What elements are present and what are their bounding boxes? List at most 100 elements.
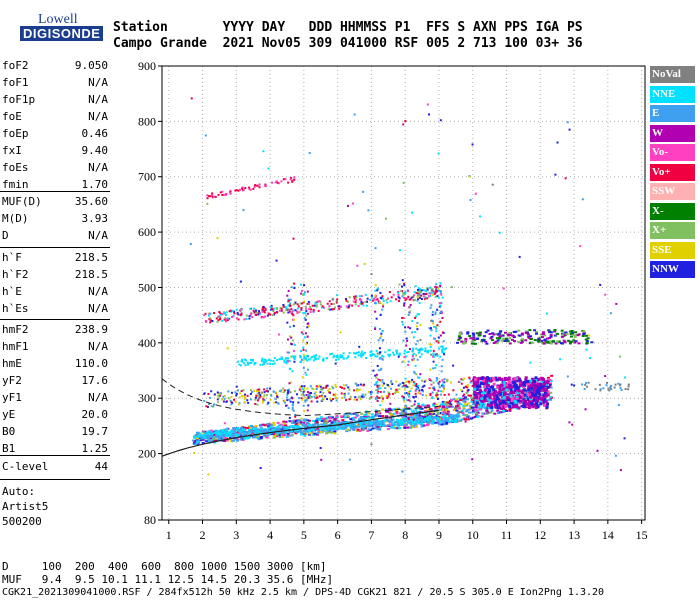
echo-point <box>272 360 275 363</box>
echo-point <box>308 430 312 433</box>
echo-point <box>524 378 528 382</box>
echo-point <box>429 414 433 417</box>
echo-point <box>253 434 257 437</box>
x-tick-label: 9 <box>436 528 442 542</box>
echo-point <box>418 293 421 296</box>
echo-point <box>193 440 197 443</box>
echo-point <box>258 388 261 391</box>
echo-point <box>307 422 311 425</box>
y-tick-label: 400 <box>138 336 156 350</box>
echo-point <box>407 363 410 366</box>
echo-point <box>429 349 432 352</box>
echo-point <box>497 337 501 340</box>
echo-point <box>436 397 439 400</box>
echo-point <box>321 399 324 402</box>
echo-point <box>251 359 254 362</box>
echo-point <box>334 394 337 397</box>
echo-point <box>539 395 543 398</box>
echo-point <box>488 332 492 335</box>
echo-point <box>416 406 420 409</box>
echo-point <box>354 382 357 385</box>
echo-point <box>340 421 344 424</box>
echo-point <box>333 417 337 420</box>
echo-point <box>569 340 573 343</box>
echo-point <box>289 178 292 181</box>
echo-point <box>475 413 479 416</box>
echo-point <box>204 134 207 137</box>
echo-point <box>282 303 285 306</box>
echo-point <box>541 381 545 385</box>
echo-point <box>362 423 366 426</box>
x-tick-label: 11 <box>501 528 513 542</box>
echo-point <box>566 339 570 342</box>
echo-point <box>248 362 251 365</box>
echo-point <box>445 408 449 411</box>
echo-point <box>409 303 412 306</box>
echo-point <box>414 364 417 367</box>
echo-point <box>322 306 325 309</box>
echo-point <box>292 349 295 352</box>
echo-point <box>288 360 291 363</box>
echo-point <box>377 387 380 390</box>
echo-point <box>485 342 489 345</box>
echo-point <box>193 441 197 444</box>
echo-point <box>478 384 482 388</box>
echo-point <box>414 331 417 334</box>
echo-point <box>426 288 429 291</box>
echo-point <box>471 143 474 146</box>
echo-point <box>272 427 276 430</box>
echo-point <box>417 289 420 292</box>
echo-point <box>244 358 247 361</box>
echo-point <box>245 314 248 317</box>
echo-point <box>512 331 516 334</box>
echo-point <box>448 405 452 408</box>
echo-point <box>261 359 264 362</box>
echo-point <box>346 415 350 418</box>
echo-point <box>619 387 622 390</box>
param-value: 218.5 <box>74 268 108 281</box>
echo-point <box>477 396 481 399</box>
echo-point <box>417 391 420 394</box>
echo-point <box>544 400 548 404</box>
echo-point <box>335 356 338 359</box>
echo-point <box>219 191 222 194</box>
echo-point <box>294 432 298 435</box>
echo-point <box>429 306 432 309</box>
echo-point <box>226 317 229 320</box>
echo-point <box>414 422 418 425</box>
echo-point <box>315 419 319 422</box>
echo-point <box>283 389 286 392</box>
echo-point <box>317 309 320 312</box>
echo-point <box>234 189 237 192</box>
echo-point <box>390 419 394 422</box>
echo-point <box>336 428 340 431</box>
echo-point <box>460 378 463 381</box>
echo-point <box>263 398 266 401</box>
echo-point <box>343 393 346 396</box>
echo-point <box>541 336 545 339</box>
echo-point <box>222 435 226 438</box>
echo-point <box>331 416 335 419</box>
echo-point <box>484 331 488 334</box>
echo-point <box>307 394 310 397</box>
echo-point <box>568 342 572 345</box>
echo-point <box>436 421 440 424</box>
echo-point <box>438 289 441 292</box>
param-name: h`Es <box>2 302 29 315</box>
echo-point <box>473 387 477 391</box>
echo-point <box>330 421 334 424</box>
echo-point <box>272 436 276 439</box>
echo-point <box>354 298 357 301</box>
echo-point <box>295 310 298 313</box>
echo-point <box>290 355 293 358</box>
echo-point <box>512 380 516 384</box>
echo-point <box>437 336 440 339</box>
echo-point <box>328 388 331 391</box>
echo-point <box>435 403 439 406</box>
echo-point <box>351 304 354 307</box>
echo-point <box>413 382 416 385</box>
echo-point <box>462 394 465 397</box>
echo-point <box>408 305 411 308</box>
echo-point <box>623 437 626 440</box>
echo-point <box>258 186 261 189</box>
